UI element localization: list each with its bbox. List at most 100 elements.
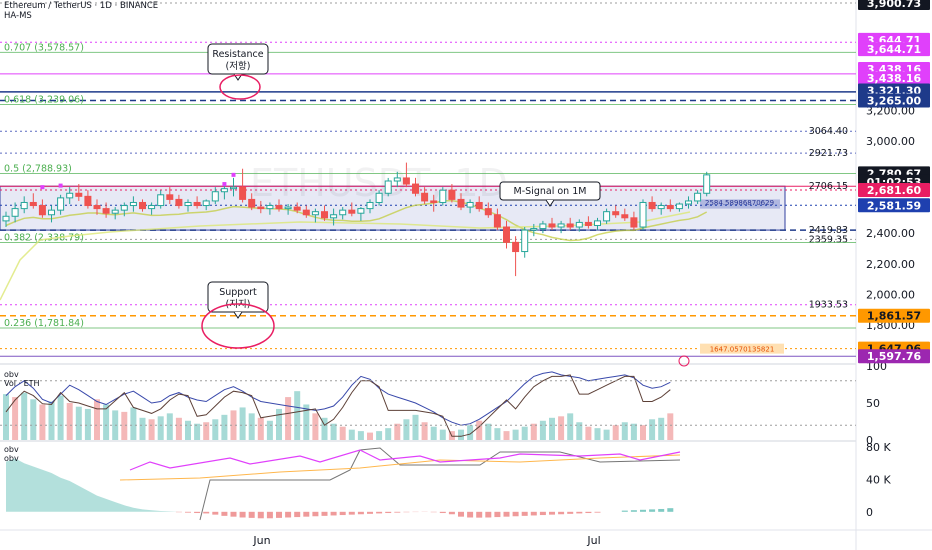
candle-body bbox=[57, 197, 65, 211]
volume-bar bbox=[185, 420, 191, 440]
time-label: Jun bbox=[252, 534, 270, 547]
volume-bar bbox=[21, 392, 28, 440]
volume-bar bbox=[376, 431, 383, 440]
price-tick-label: 2,200.00 bbox=[866, 258, 915, 271]
volume-bar bbox=[530, 423, 537, 440]
candle-body bbox=[375, 192, 383, 203]
volume-bar bbox=[439, 429, 446, 440]
price-tag-label: 3,265.00 bbox=[867, 94, 922, 107]
volume-bar bbox=[421, 422, 428, 440]
candle-body bbox=[275, 205, 283, 210]
volume-bar bbox=[157, 416, 164, 440]
price-tick-label: 2,000.00 bbox=[866, 289, 915, 302]
candle-body bbox=[412, 183, 419, 194]
candle-body bbox=[475, 201, 483, 210]
hist-bar bbox=[503, 511, 510, 517]
hist-bar bbox=[549, 511, 555, 515]
price-tag-label: 1,597.76 bbox=[867, 350, 922, 363]
hist-bar bbox=[357, 511, 364, 515]
volume-bar bbox=[203, 422, 210, 440]
obv-signal-line bbox=[129, 449, 681, 471]
price-tag: 3,900.73 bbox=[858, 0, 930, 10]
hist-bar bbox=[458, 511, 464, 517]
volume-bar bbox=[166, 413, 173, 440]
price-tag-bg bbox=[858, 198, 930, 213]
volume-bar bbox=[357, 431, 364, 440]
volume-bar bbox=[285, 397, 292, 440]
hist-bar bbox=[394, 511, 401, 513]
hist-bar bbox=[294, 511, 301, 518]
support-circle bbox=[201, 303, 275, 349]
symbol-title: Ethereum / TetherUS · 1D · BINANCE bbox=[4, 1, 159, 11]
level-label: 2706.15 bbox=[809, 181, 848, 192]
support-callout-pointer bbox=[233, 311, 243, 319]
hist-bar bbox=[621, 510, 628, 512]
candle-body bbox=[421, 192, 429, 202]
ma-line bbox=[5, 199, 708, 242]
candle-body bbox=[230, 186, 237, 190]
osc-tick-label: 0 bbox=[866, 434, 873, 447]
price-tag-bg bbox=[858, 71, 930, 86]
volume-bar bbox=[667, 413, 674, 440]
candle-body bbox=[566, 223, 574, 228]
volume-bar bbox=[612, 425, 619, 440]
hist-bar bbox=[594, 511, 601, 513]
candle-body bbox=[248, 198, 256, 208]
volume-bar bbox=[276, 408, 282, 440]
vol-tick-label: 80 K bbox=[866, 441, 891, 454]
candle-body bbox=[657, 205, 665, 210]
volume-bar bbox=[30, 399, 37, 440]
volume-bar bbox=[512, 429, 519, 440]
candle-body bbox=[466, 201, 474, 208]
candle-body bbox=[148, 205, 156, 210]
volume-bar bbox=[412, 414, 419, 440]
hist-bar bbox=[567, 511, 574, 514]
hist-bar bbox=[239, 511, 246, 518]
hist-bar bbox=[367, 511, 373, 514]
price-tag: 2,681.60 bbox=[858, 182, 930, 197]
candle-body bbox=[75, 192, 83, 197]
price-tag-label: 2,681.60 bbox=[867, 184, 922, 197]
volume-bar bbox=[212, 419, 219, 440]
volume-bar bbox=[649, 419, 656, 440]
candle-body bbox=[384, 180, 392, 194]
volume-bar bbox=[3, 394, 9, 440]
hist-bar bbox=[385, 511, 392, 514]
candle-body bbox=[220, 188, 228, 193]
volume-bar bbox=[121, 411, 128, 440]
hist-bar bbox=[485, 511, 492, 518]
candle-body bbox=[84, 195, 92, 207]
hist-bar bbox=[512, 511, 519, 517]
candle-body bbox=[457, 198, 465, 208]
candle-body bbox=[11, 208, 19, 217]
hist-bar bbox=[576, 511, 583, 514]
volume-bar bbox=[476, 420, 483, 440]
price-tag-bg bbox=[858, 308, 930, 323]
volume-bar bbox=[48, 401, 55, 440]
vol-tick-label: 0 bbox=[866, 506, 873, 519]
volume-bar bbox=[294, 391, 301, 440]
signal-dot bbox=[222, 182, 227, 187]
price-tag-label: 3,644.71 bbox=[867, 43, 921, 56]
signal-dot bbox=[58, 183, 63, 188]
price-tag-bg bbox=[858, 93, 930, 108]
hist-bar bbox=[476, 511, 483, 518]
price-tag-bg bbox=[858, 42, 930, 57]
candle-body bbox=[93, 205, 101, 210]
hist-bar bbox=[558, 511, 565, 515]
hist-bar bbox=[439, 511, 446, 514]
volume-bar bbox=[458, 429, 464, 440]
candle-body bbox=[157, 194, 165, 207]
volume-bar bbox=[658, 417, 665, 440]
volume-bar bbox=[148, 419, 155, 440]
volume-bar bbox=[175, 417, 182, 440]
price-tag-bg bbox=[858, 182, 930, 197]
hist-bar bbox=[321, 511, 328, 516]
volume-bar bbox=[539, 420, 546, 440]
hist-bar bbox=[630, 510, 637, 512]
candle-body bbox=[703, 174, 711, 194]
volume-bar bbox=[576, 422, 583, 440]
volume-bar bbox=[394, 423, 401, 440]
volume-bar bbox=[348, 429, 355, 440]
